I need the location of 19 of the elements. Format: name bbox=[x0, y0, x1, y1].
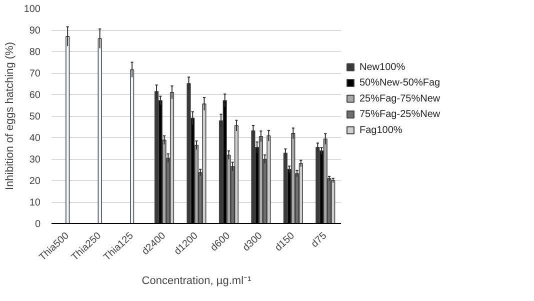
y-tick-label: 10 bbox=[29, 198, 41, 208]
y-tick-label: 60 bbox=[29, 90, 41, 101]
y-tick-label: 70 bbox=[29, 68, 41, 80]
y-tick-label: 20 bbox=[29, 176, 41, 187]
x-axis-title: Concentration, µg.ml⁻¹ bbox=[142, 275, 252, 288]
y-tick-label: 80 bbox=[29, 47, 41, 58]
y-tick-label: 50 bbox=[29, 112, 41, 122]
legend-label: 25%Fag-75%New bbox=[360, 93, 441, 104]
y-tick-label: 40 bbox=[29, 133, 41, 144]
legend-label: New100% bbox=[360, 62, 406, 73]
legend-label: Fag100% bbox=[360, 124, 402, 136]
legend-label: 50%New-50%Fag bbox=[360, 78, 440, 89]
x-tick-label: d75 bbox=[309, 230, 330, 250]
y-tick-label: 100 bbox=[24, 4, 41, 15]
y-tick-label: 90 bbox=[29, 26, 41, 36]
y-tick-label: 30 bbox=[29, 154, 41, 166]
y-tick-label: 0 bbox=[34, 219, 41, 230]
legend-label: 75%Fag-25%New bbox=[360, 109, 441, 120]
y-axis-title: Inhibition of eggs hatching (%) bbox=[4, 42, 16, 190]
